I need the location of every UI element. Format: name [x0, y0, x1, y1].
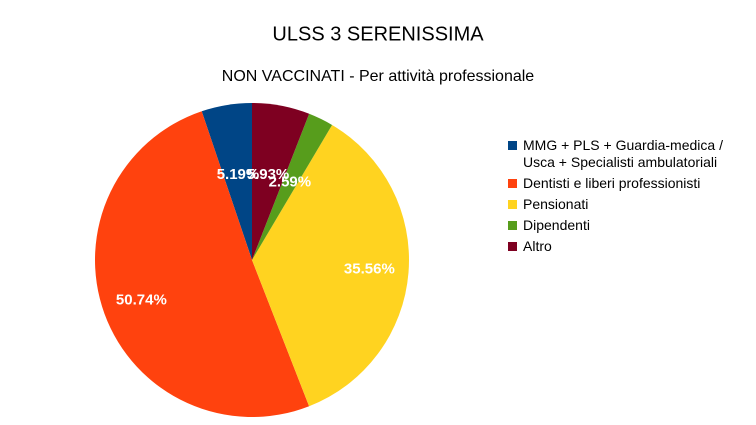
chart-title: ULSS 3 SERENISSIMA	[272, 23, 484, 45]
legend-swatch	[508, 200, 517, 209]
data-label: 2.59%	[269, 173, 312, 190]
legend-item: Altro	[508, 238, 738, 255]
pie-slice	[95, 111, 310, 418]
legend-item: MMG + PLS + Guardia-medica / Usca + Spec…	[508, 137, 738, 171]
legend-label: MMG + PLS + Guardia-medica / Usca + Spec…	[523, 137, 723, 170]
legend-swatch	[508, 179, 517, 188]
legend-label: Dentisti e liberi professionisti	[523, 175, 701, 191]
pie-slice	[252, 103, 310, 260]
chart-subtitle: NON VACCINATI - Per attività professiona…	[222, 68, 534, 85]
legend-item: Dentisti e liberi professionisti	[508, 175, 738, 192]
data-label: 5.93%	[247, 166, 290, 183]
pie-slice	[252, 124, 409, 407]
legend-swatch	[508, 141, 517, 150]
data-label: 35.56%	[344, 261, 395, 278]
data-label: 5.19%	[217, 166, 260, 183]
legend-item: Dipendenti	[508, 217, 738, 234]
pie-slice	[252, 113, 333, 261]
legend-label: Altro	[523, 238, 552, 254]
legend-label: Dipendenti	[523, 217, 590, 233]
legend-item: Pensionati	[508, 196, 738, 213]
data-label: 50.74%	[116, 291, 167, 308]
legend-swatch	[508, 221, 517, 230]
legend-swatch	[508, 242, 517, 251]
legend-label: Pensionati	[523, 196, 589, 212]
pie-slice	[201, 103, 252, 260]
legend: MMG + PLS + Guardia-medica / Usca + Spec…	[508, 137, 738, 259]
